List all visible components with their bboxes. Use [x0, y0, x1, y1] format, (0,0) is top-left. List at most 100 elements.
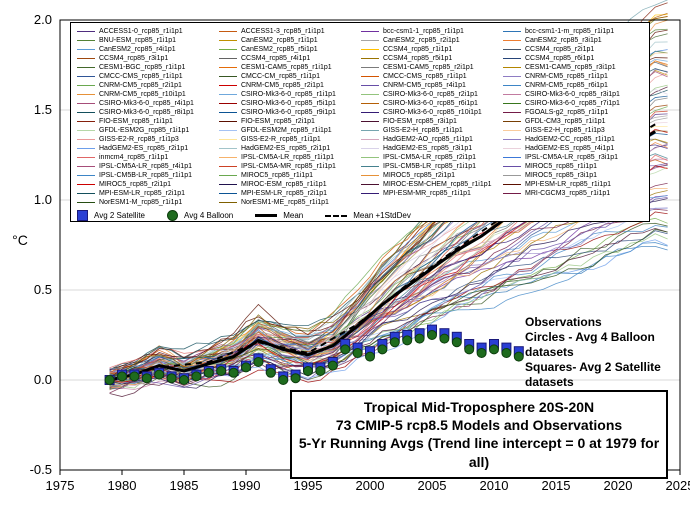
balloon-point — [490, 345, 499, 354]
legend-label: GFDL-ESM2G_rcp85_r1i1p1 — [99, 127, 189, 134]
legend-item: CCSM4_rcp85_r4i1p1 — [219, 54, 359, 63]
legend-item: FIO-ESM_rcp85_r2i1p1 — [219, 117, 359, 126]
legend-item: CNRM-CM5_rcp85_r2i1p1 — [77, 81, 217, 90]
legend-item: IPSL-CM5A-LR_rcp85_r1i1p1 — [219, 153, 359, 162]
legend-swatch — [503, 31, 521, 32]
mean-dash-icon — [325, 215, 347, 217]
svg-text:0.5: 0.5 — [34, 282, 52, 297]
legend-swatch — [361, 67, 379, 68]
legend-swatch — [77, 166, 95, 167]
legend-label: CMCC-CM_rcp85_r1i1p1 — [241, 73, 320, 80]
legend-label: CSIRO-Mk3-6-0_rcp85_r8i1p1 — [99, 109, 194, 116]
legend-swatch — [219, 58, 237, 59]
legend-item: FIO-ESM_rcp85_r3i1p1 — [361, 117, 501, 126]
balloon-point — [415, 334, 424, 343]
legend-swatch — [361, 58, 379, 59]
legend-item: MIROC5_rcp85_r1i1p1 — [503, 162, 643, 171]
legend-label: CCSM4_rcp85_r3i1p1 — [99, 55, 168, 62]
legend-label: MIROC-ESM-CHEM_rcp85_r1i1p1 — [383, 181, 492, 188]
legend-item: CMCC-CMS_rcp85_r1i1p1 — [361, 72, 501, 81]
legend-swatch — [361, 157, 379, 158]
legend-label: ACCESS1-3_rcp85_r1i1p1 — [241, 28, 325, 35]
svg-text:2015: 2015 — [542, 478, 571, 493]
legend-swatch — [219, 121, 237, 122]
svg-text:2025: 2025 — [666, 478, 690, 493]
legend-swatch — [361, 166, 379, 167]
svg-text:0.0: 0.0 — [34, 372, 52, 387]
legend-label: CNRM-CM5_rcp85_r1i1p1 — [525, 73, 608, 80]
legend-item: IPSL-CM5A-LR_rcp85_r4i1p1 — [77, 162, 217, 171]
legend-label: MPI-ESM-MR_rcp85_r1i1p1 — [383, 190, 471, 197]
svg-text:-0.5: -0.5 — [30, 462, 52, 477]
legend-label: CSIRO-Mk3-6-0_rcp85_r6i1p1 — [383, 100, 478, 107]
legend-label: FIO-ESM_rcp85_r2i1p1 — [241, 118, 315, 125]
legend-swatch — [219, 103, 237, 104]
legend-item: MIROC-ESM_rcp85_r1i1p1 — [219, 180, 359, 189]
legend-item: CNRM-CM5_rcp85_r10i1p1 — [77, 90, 217, 99]
balloon-point — [428, 331, 437, 340]
legend-label: MIROC-ESM_rcp85_r1i1p1 — [241, 181, 327, 188]
balloon-point — [155, 370, 164, 379]
legend-label: CNRM-CM5_rcp85_r10i1p1 — [99, 91, 186, 98]
legend-item: CCSM4_rcp85_r3i1p1 — [77, 54, 217, 63]
legend-item: inmcm4_rcp85_r1i1p1 — [77, 153, 217, 162]
balloon-point — [142, 374, 151, 383]
legend-item: IPSL-CM5B-LR_rcp85_r1i1p1 — [77, 171, 217, 180]
legend-label: GISS-E2-R_rcp85_r1i1p3 — [99, 136, 179, 143]
legend-label: bcc-csm1-1_rcp85_r1i1p1 — [383, 28, 464, 35]
legend-label: bcc-csm1-1-m_rcp85_r1i1p1 — [525, 28, 614, 35]
legend-label: HadGEM2-CC_rcp85_r1i1p1 — [525, 136, 615, 143]
legend-swatch — [503, 58, 521, 59]
legend-label: MIROC5_rcp85_r1i1p1 — [241, 172, 313, 179]
legend-swatch — [503, 49, 521, 50]
legend-item: IPSL-CM5B-LR_rcp85_r1i1p1 — [361, 162, 501, 171]
legend-item: HadGEM2-ES_rcp85_r4i1p1 — [503, 144, 643, 153]
legend-item: CSIRO-Mk3-6-0_rcp85_r7i1p1 — [503, 99, 643, 108]
legend-label: MPI-ESM-LR_rcp85_r2i1p1 — [99, 190, 185, 197]
legend-item: MPI-ESM-LR_rcp85_r2i1p1 — [219, 189, 359, 198]
legend-item: HadGEM2-ES_rcp85_r2i1p1 — [219, 144, 359, 153]
legend-swatch — [77, 94, 95, 95]
legend-item: MIROC5_rcp85_r2i1p1 — [77, 180, 217, 189]
legend-swatch — [361, 112, 379, 113]
legend-label: IPSL-CM5A-MR_rcp85_r1i1p1 — [241, 163, 336, 170]
legend-label: inmcm4_rcp85_r1i1p1 — [99, 154, 168, 161]
legend-item: CNRM-CM5_rcp85_r6i1p1 — [503, 81, 643, 90]
legend-swatch — [219, 202, 237, 203]
svg-text:1980: 1980 — [108, 478, 137, 493]
balloon-point — [180, 376, 189, 385]
legend-label: CanESM2_rcp85_r4i1p1 — [99, 46, 176, 53]
legend-swatch — [503, 157, 521, 158]
legend-swatch — [503, 121, 521, 122]
legend-swatch — [503, 112, 521, 113]
balloon-point — [452, 338, 461, 347]
legend-balloon: Avg 4 Balloon — [167, 210, 233, 221]
legend-label: GISS-E2-H_rcp85_r1i1p1 — [383, 127, 463, 134]
legend-swatch — [361, 139, 379, 140]
legend-label: CCSM4_rcp85_r5i1p1 — [383, 55, 452, 62]
svg-text:2005: 2005 — [418, 478, 447, 493]
legend-label: NorESM1-ME_rcp85_r1i1p1 — [241, 199, 329, 206]
legend-swatch — [503, 94, 521, 95]
legend-swatch — [77, 76, 95, 77]
legend-swatch — [219, 157, 237, 158]
legend-mean-dash: Mean +1StdDev — [325, 211, 411, 220]
legend-label: CSIRO-Mk3-6-0_rcp85_r7i1p1 — [525, 100, 620, 107]
balloon-point — [403, 336, 412, 345]
legend-item: CanESM2_rcp85_r3i1p1 — [503, 36, 643, 45]
balloon-point — [328, 361, 337, 370]
legend-swatch — [77, 103, 95, 104]
legend-item: CMCC-CM_rcp85_r1i1p1 — [219, 72, 359, 81]
legend-swatch — [219, 49, 237, 50]
balloon-point — [229, 368, 238, 377]
legend-label: CESM1-BGC_rcp85_r1i1p1 — [99, 64, 185, 71]
legend-item: BNU-ESM_rcp85_r1i1p1 — [77, 36, 217, 45]
legend-box: ACCESS1-0_rcp85_r1i1p1 ACCESS1-3_rcp85_r1… — [70, 22, 650, 222]
legend-label: IPSL-CM5A-LR_rcp85_r1i1p1 — [241, 154, 334, 161]
legend-label: ACCESS1-0_rcp85_r1i1p1 — [99, 28, 183, 35]
mean-line-icon — [255, 214, 277, 217]
legend-swatch — [361, 103, 379, 104]
balloon-point — [304, 367, 313, 376]
legend-swatch — [219, 130, 237, 131]
balloon-point — [390, 338, 399, 347]
